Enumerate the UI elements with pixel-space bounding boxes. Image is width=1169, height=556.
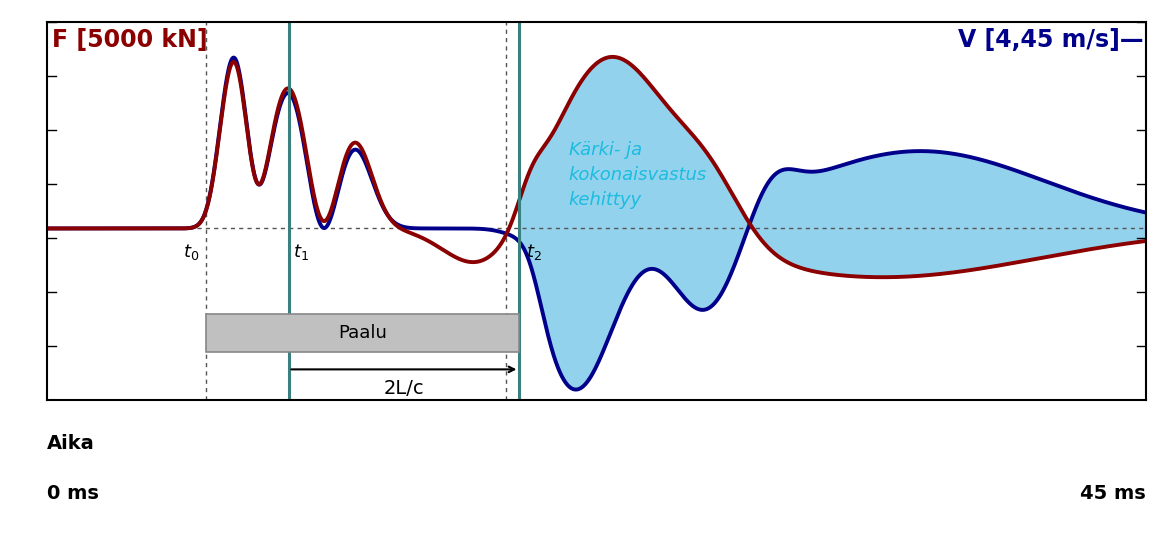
Text: $t_1$: $t_1$	[293, 242, 309, 262]
Text: Paalu: Paalu	[338, 324, 387, 342]
Text: Kärki- ja
kokonaisvastus
kehittyy: Kärki- ja kokonaisvastus kehittyy	[568, 141, 707, 210]
Text: 2L/c: 2L/c	[383, 379, 424, 398]
Text: 45 ms: 45 ms	[1080, 484, 1146, 503]
Text: V [4,45 m/s]—: V [4,45 m/s]—	[957, 28, 1143, 52]
Text: Aika: Aika	[47, 434, 95, 453]
Bar	[206, 314, 519, 352]
Text: $t_2$: $t_2$	[526, 242, 541, 262]
Text: F [5000 kN]: F [5000 kN]	[53, 28, 208, 52]
Text: $t_0$: $t_0$	[184, 242, 200, 262]
Text: 0 ms: 0 ms	[47, 484, 98, 503]
